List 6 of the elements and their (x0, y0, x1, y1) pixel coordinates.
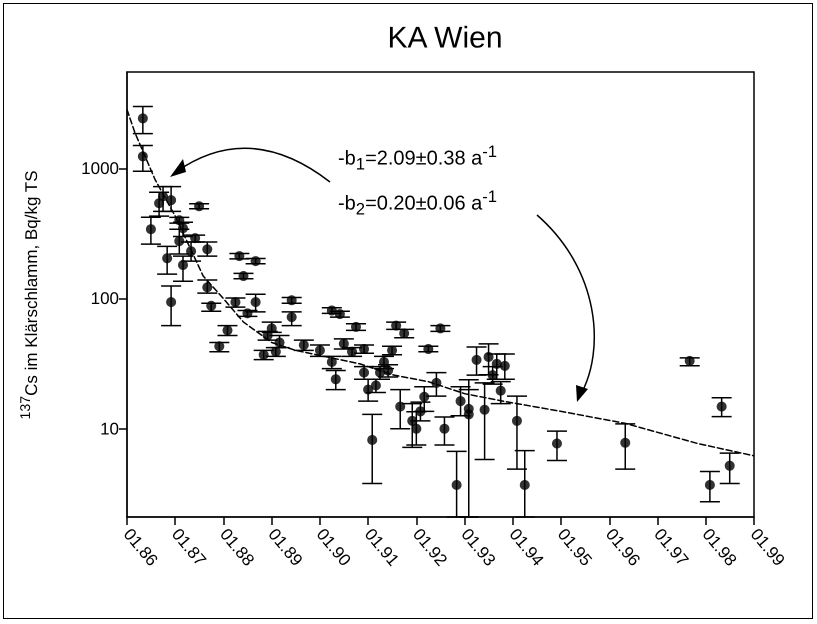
annotation: -b$_{1}$=2.09±0.38 a$^{-1}$ (338, 142, 498, 175)
y-tick-label: 1000 (81, 158, 119, 178)
y-tick-label: 10 (100, 419, 119, 438)
y-tick-label: 100 (90, 289, 119, 308)
annotation: -b$_{2}$=0.20±0.06 a$^{-1}$ (338, 187, 498, 220)
chart-title: KA Wien (387, 22, 503, 54)
